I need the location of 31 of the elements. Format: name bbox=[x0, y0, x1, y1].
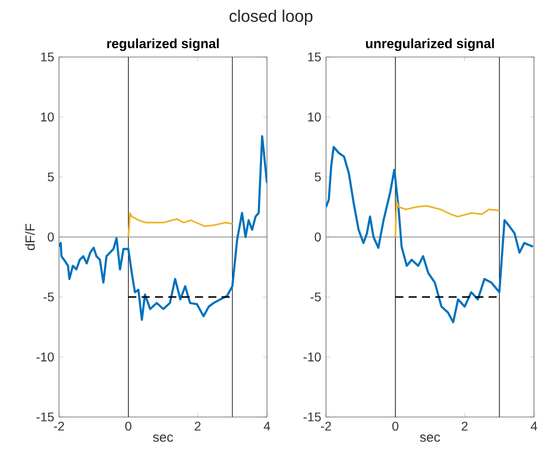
text: closed loop bbox=[230, 10, 312, 26]
line-series bbox=[394, 200, 500, 238]
line-series bbox=[128, 212, 234, 238]
x-axis-title: sec bbox=[420, 434, 440, 442]
line-series bbox=[326, 146, 534, 324]
x-axis-title: sec bbox=[153, 434, 174, 442]
y-tick-label: 15 bbox=[41, 52, 54, 62]
y-axis-title: dF/F bbox=[25, 224, 35, 250]
x-tick-label: 4 bbox=[264, 422, 270, 430]
y-tick-label: -5 bbox=[44, 292, 54, 302]
x-tick-label: -2 bbox=[320, 422, 332, 431]
y-tick-label: 10 bbox=[308, 112, 321, 122]
y-tick-label: 5 bbox=[48, 172, 54, 182]
y-tick-label: -10 bbox=[304, 352, 321, 362]
x-tick-label: -2 bbox=[54, 422, 64, 431]
x-tick-label: 2 bbox=[462, 422, 468, 431]
y-tick-label: 10 bbox=[41, 112, 54, 122]
y-tick-label: -15 bbox=[36, 412, 54, 422]
y-tick-label: 15 bbox=[308, 52, 321, 62]
y-tick-label: -10 bbox=[36, 352, 54, 362]
y-tick-label: 0 bbox=[314, 232, 321, 242]
x-tick-label: 0 bbox=[392, 422, 398, 431]
y-tick-label: 0 bbox=[48, 232, 54, 242]
y-tick-label: -5 bbox=[310, 292, 321, 302]
y-tick-label: 5 bbox=[314, 172, 321, 182]
y-tick-label: -15 bbox=[304, 412, 321, 422]
x-tick-label: 2 bbox=[194, 422, 201, 431]
x-tick-label: 4 bbox=[530, 422, 538, 430]
chart-title: unregularized signal bbox=[366, 38, 494, 51]
x-tick-label: 0 bbox=[125, 422, 132, 431]
chart-title: regularized signal bbox=[107, 38, 219, 51]
